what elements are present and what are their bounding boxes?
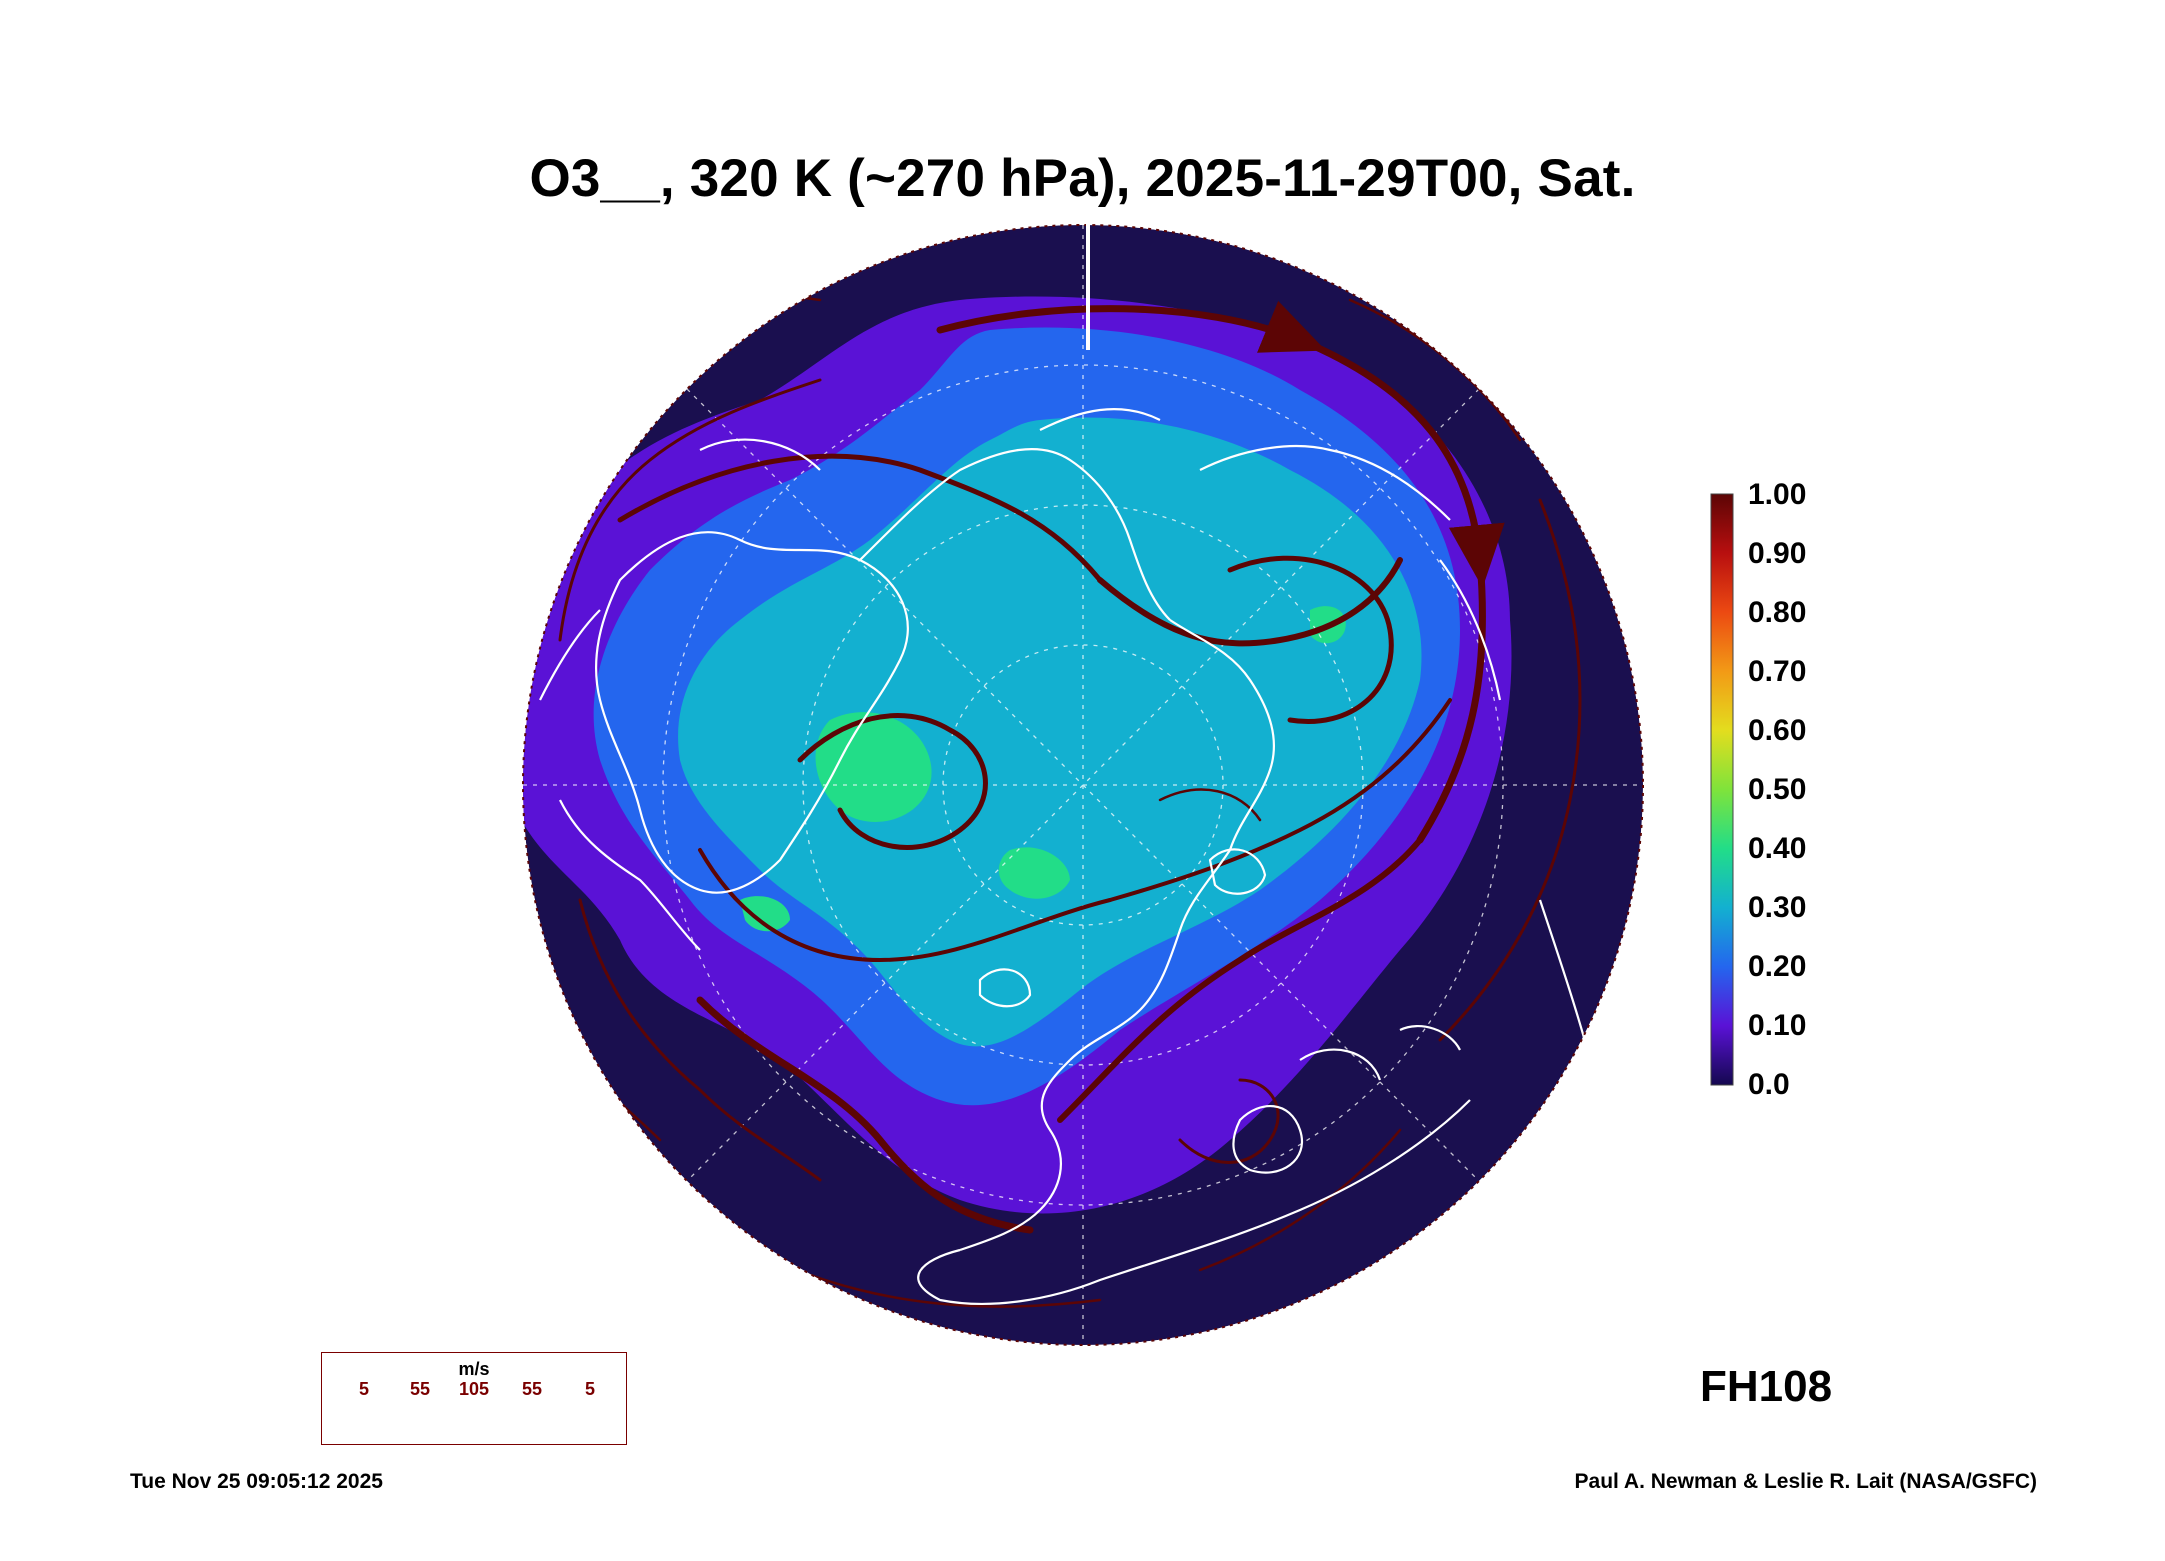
colorbar-label: 0.90 bbox=[1748, 537, 1807, 570]
coastlines bbox=[539, 408, 1592, 1305]
forecast-hour-label: FH108 bbox=[1700, 1362, 1833, 1411]
generation-timestamp: Tue Nov 25 09:05:12 2025 bbox=[130, 1470, 383, 1493]
colorbar-label: 1.00 bbox=[1748, 478, 1807, 511]
credit-line: Paul A. Newman & Leslie R. Lait (NASA/GS… bbox=[1574, 1470, 2037, 1493]
colorbar-label: 0.0 bbox=[1748, 1068, 1790, 1101]
colorbar-label: 0.70 bbox=[1748, 655, 1807, 688]
colorbar-label: 0.40 bbox=[1748, 832, 1807, 865]
disk-rim bbox=[522, 224, 1644, 1346]
wind-legend-unit: m/s bbox=[458, 1359, 490, 1379]
ozone-field bbox=[523, 225, 1643, 1345]
wind-legend-tick: 5 bbox=[584, 1379, 596, 1399]
colorbar-label: 0.80 bbox=[1748, 596, 1807, 629]
colorbar bbox=[1710, 493, 1734, 1086]
colorbar-label: 0.50 bbox=[1748, 773, 1807, 806]
ozone-patch-green bbox=[740, 896, 790, 932]
ozone-patch-green bbox=[998, 847, 1070, 899]
wind-legend-tick: 55 bbox=[409, 1379, 431, 1399]
ozone-region-high bbox=[678, 417, 1422, 1047]
wind-legend-tick: 105 bbox=[458, 1379, 490, 1399]
wind-streamlines bbox=[558, 295, 1582, 1308]
graticule bbox=[523, 225, 1643, 1345]
wind-legend: m/s 5 55 105 55 5 bbox=[321, 1352, 627, 1445]
map-title: O3__, 320 K (~270 hPa), 2025-11-29T00, S… bbox=[529, 149, 1636, 208]
colorbar-ramp bbox=[1710, 493, 1734, 1086]
wind-legend-tick: 5 bbox=[358, 1379, 370, 1399]
colorbar-label: 0.10 bbox=[1748, 1009, 1807, 1042]
colorbar-label: 0.30 bbox=[1748, 891, 1807, 924]
colorbar-label: 0.20 bbox=[1748, 950, 1807, 983]
ozone-patch-green bbox=[815, 712, 932, 822]
colorbar-label: 0.60 bbox=[1748, 714, 1807, 747]
wind-legend-tick: 55 bbox=[521, 1379, 543, 1399]
